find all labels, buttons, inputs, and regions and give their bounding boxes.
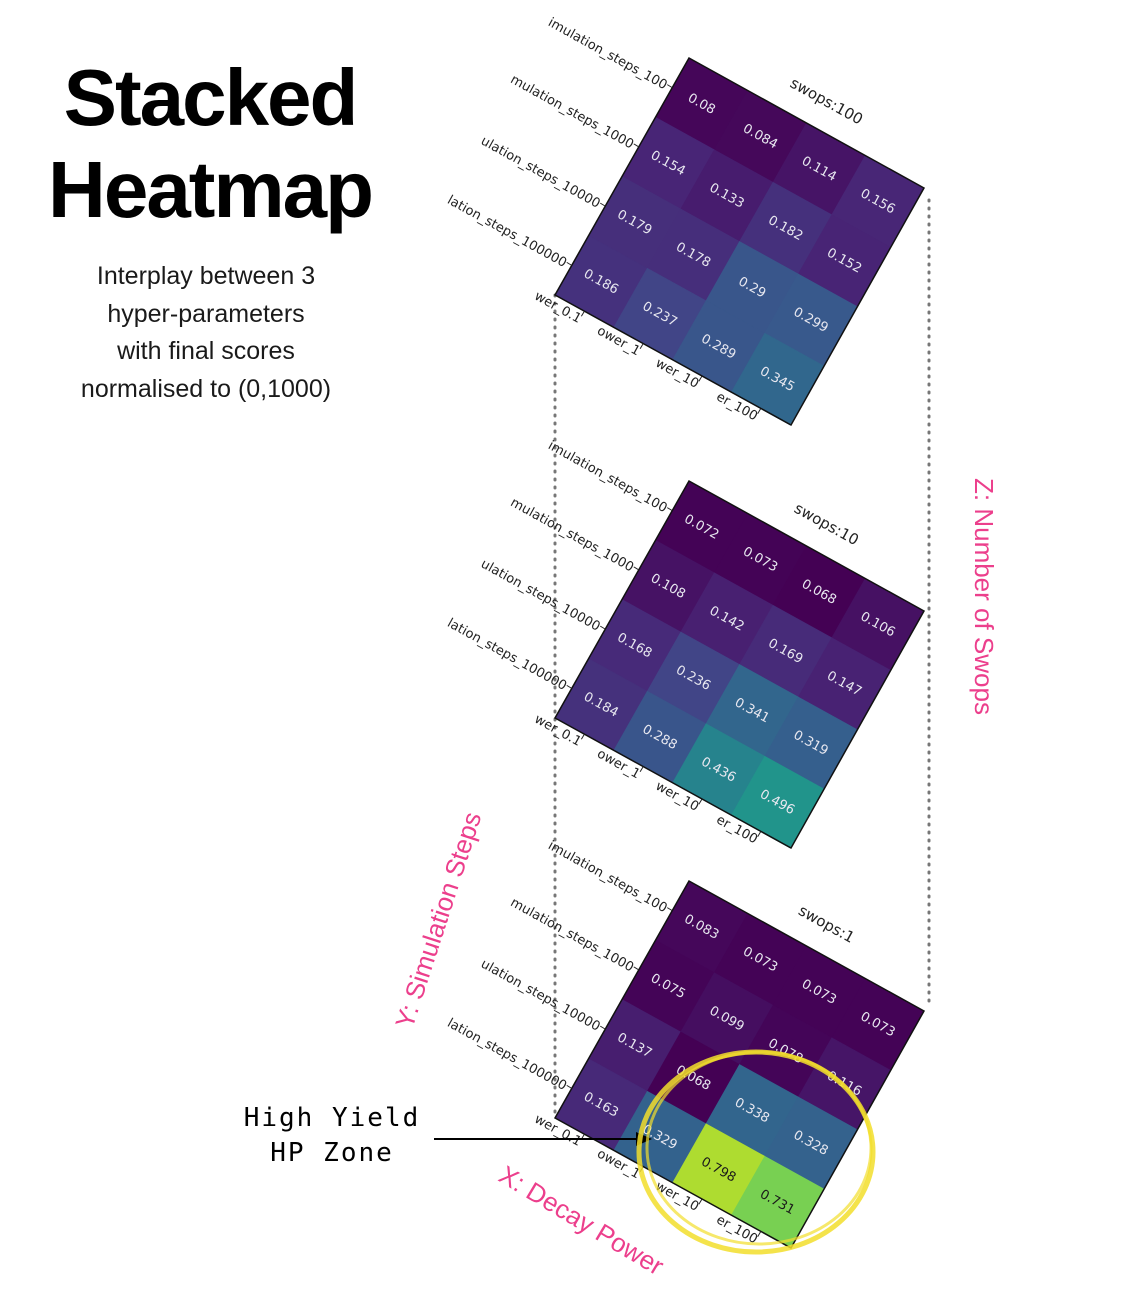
col-tick-mark xyxy=(580,733,585,740)
row-tick-label: ulation_steps_10000 xyxy=(478,957,602,1035)
row-tick-mark xyxy=(666,84,673,89)
row-tick-label: lation_steps_100000 xyxy=(445,1016,570,1094)
subtitle-line: hyper-parameters xyxy=(107,299,305,328)
subtitle: Interplay between 3 hyper-parameters wit… xyxy=(40,258,372,408)
col-tick-mark xyxy=(698,375,703,382)
row-tick-label: ulation_steps_10000 xyxy=(478,557,602,635)
col-tick-mark xyxy=(757,831,762,838)
panel-title: swops:10 xyxy=(791,499,862,549)
panel-title: swops:1 xyxy=(795,901,857,946)
row-tick-mark xyxy=(566,261,573,266)
subtitle-line: normalised to (0,1000) xyxy=(80,374,332,403)
row-tick-mark xyxy=(599,625,606,630)
row-tick-mark xyxy=(599,202,606,207)
title-line-2: Heatmap xyxy=(48,145,374,234)
panel-border xyxy=(553,56,926,427)
title-line-1: Stacked xyxy=(63,53,359,142)
y-axis-name: Y: Simulation Steps xyxy=(389,808,487,1032)
row-tick-label: mulation_steps_1000 xyxy=(508,895,636,975)
col-tick-mark xyxy=(757,408,762,415)
z-axis-name: Z: Number of Swops xyxy=(969,478,999,715)
row-tick-label: mulation_steps_1000 xyxy=(508,495,636,575)
row-tick-label: mulation_steps_1000 xyxy=(508,72,636,152)
col-tick-mark xyxy=(757,1231,762,1238)
col-tick-mark xyxy=(639,766,644,773)
row-tick-mark xyxy=(666,907,673,912)
row-tick-label: imulation_steps_100 xyxy=(545,438,669,516)
row-tick-mark xyxy=(633,566,640,571)
row-tick-label: ulation_steps_10000 xyxy=(478,134,602,212)
heatmap-panel: 0.0720.0730.0680.1060.1080.1420.1690.147… xyxy=(445,438,926,850)
subtitle-line: Interplay between 3 xyxy=(96,262,316,290)
subtitle-line: with final scores xyxy=(117,337,295,365)
row-tick-label: imulation_steps_100 xyxy=(545,838,669,916)
row-tick-mark xyxy=(566,1084,573,1089)
page-title: Stacked Heatmap xyxy=(30,52,390,236)
heatmap-panel: 0.080.0840.1140.1560.1540.1330.1820.1520… xyxy=(445,15,926,427)
col-tick-mark xyxy=(698,1198,703,1205)
col-tick-mark xyxy=(580,310,585,317)
row-tick-mark xyxy=(633,966,640,971)
row-tick-mark xyxy=(566,684,573,689)
panel-border xyxy=(553,479,926,850)
row-tick-mark xyxy=(633,143,640,148)
highlight-circle-stroke-2 xyxy=(645,1050,873,1246)
row-tick-label: lation_steps_100000 xyxy=(445,193,570,271)
row-tick-mark xyxy=(666,507,673,512)
heatmap-panels: 0.080.0840.1140.1560.1540.1330.1820.1520… xyxy=(445,15,926,1250)
row-tick-label: imulation_steps_100 xyxy=(545,15,669,93)
row-tick-label: lation_steps_100000 xyxy=(445,616,570,694)
annotation-line-2: HP Zone xyxy=(270,1138,394,1168)
row-tick-mark xyxy=(599,1025,606,1030)
guide-lines xyxy=(553,198,931,1120)
col-tick-mark xyxy=(639,343,644,350)
annotation-line-1: High Yield xyxy=(244,1103,421,1133)
col-tick-mark xyxy=(698,798,703,805)
